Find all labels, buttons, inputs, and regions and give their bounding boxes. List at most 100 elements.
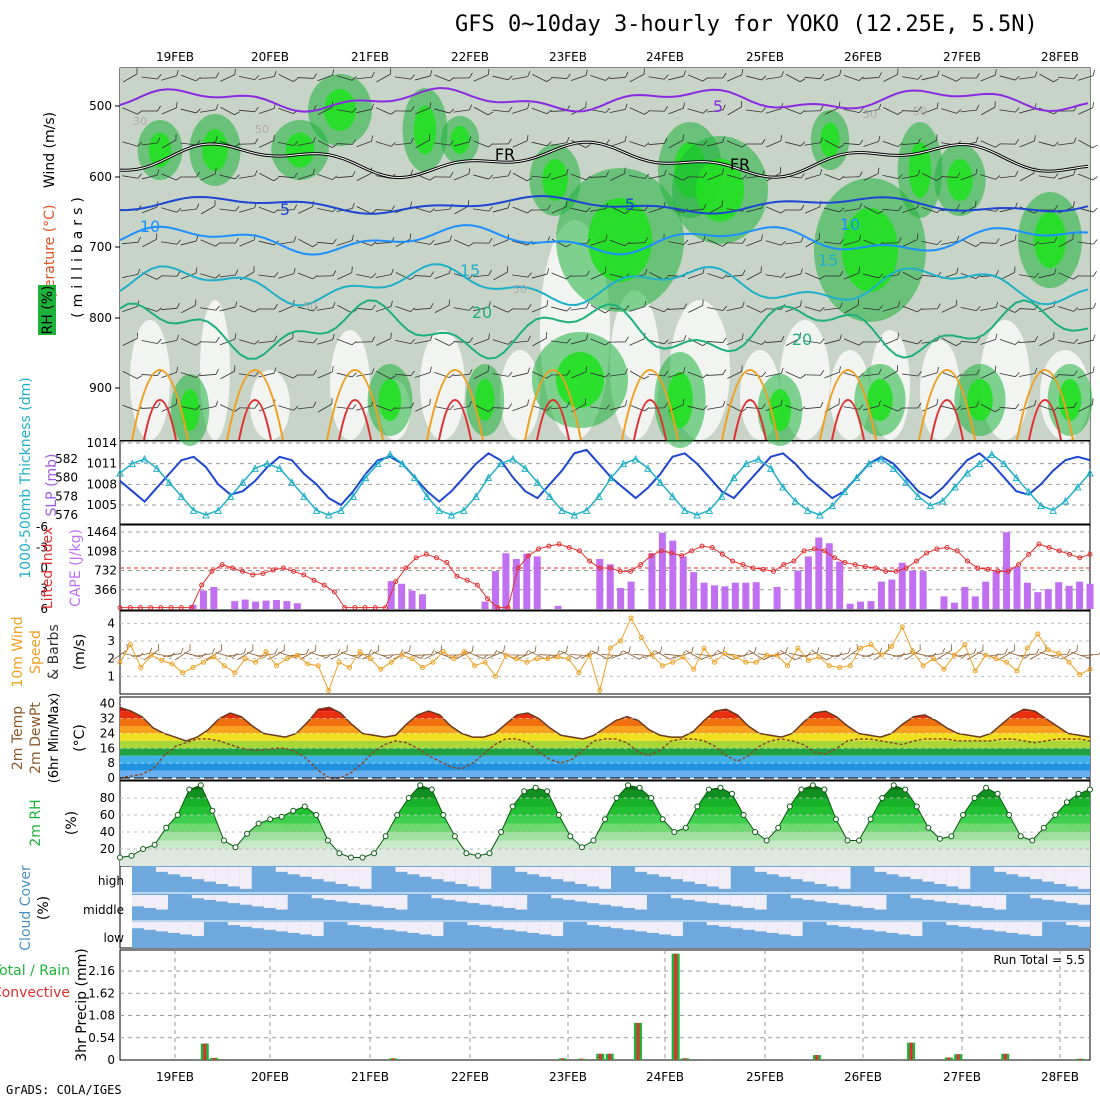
wind-barb xyxy=(726,301,745,312)
wind-barb xyxy=(785,236,804,245)
wind-barb xyxy=(336,171,356,178)
cloud-gap xyxy=(503,895,516,908)
cape-bar xyxy=(950,602,958,609)
saturated-region xyxy=(542,159,568,201)
ytick-label: 1008 xyxy=(86,477,117,491)
cloud-gap xyxy=(347,867,360,887)
cloud-gap xyxy=(263,922,276,930)
ytick-label: 20 xyxy=(100,842,115,856)
wind-speed-point xyxy=(878,652,884,658)
wind-barb xyxy=(609,368,629,377)
surface-wind-barb xyxy=(131,647,153,658)
dewpoint-line xyxy=(119,738,1091,779)
rh-point xyxy=(740,812,747,818)
wind-speed-point xyxy=(618,638,624,644)
rh-point xyxy=(902,786,909,793)
cape-bar xyxy=(711,585,719,609)
wind-barb xyxy=(376,370,396,380)
wind-barb xyxy=(551,137,570,146)
li-point xyxy=(1077,555,1083,561)
wind-barb xyxy=(882,141,903,147)
wind-barb xyxy=(181,299,197,314)
wind-barb xyxy=(785,371,806,379)
cloud-gap xyxy=(515,922,528,932)
wind-speed-point xyxy=(1045,647,1051,653)
cape-bar xyxy=(1086,583,1094,609)
rh-point xyxy=(879,795,886,801)
date-label-top: 19FEB xyxy=(156,50,194,64)
rh-point xyxy=(890,782,897,789)
cloud-gap xyxy=(646,867,659,875)
cloud-gap xyxy=(359,867,372,889)
cloud-gap xyxy=(407,922,420,933)
li-point xyxy=(1046,545,1052,550)
wind-barb xyxy=(765,240,786,246)
thickness-point xyxy=(1049,506,1057,514)
wind-barb xyxy=(745,403,766,409)
temp-band xyxy=(120,778,1090,785)
wind-barb xyxy=(238,138,259,145)
cape-bar xyxy=(241,599,249,609)
wind-barb xyxy=(376,332,392,346)
wind-barb xyxy=(531,268,550,279)
li-point xyxy=(750,565,756,571)
cloud-gap xyxy=(419,922,432,935)
wind-barb xyxy=(687,140,708,146)
cape-bar xyxy=(888,579,896,609)
wind-speed-line xyxy=(119,616,1091,693)
wind-barb xyxy=(355,304,376,311)
li-point xyxy=(485,596,491,602)
rh-point xyxy=(648,795,655,801)
rh-point xyxy=(983,784,990,791)
run-total-label: Run Total = 5.5 xyxy=(993,953,1085,967)
wind-speed-point xyxy=(962,642,968,648)
wind-barb xyxy=(707,239,728,247)
contour-label: 5 xyxy=(625,195,635,214)
contour-label: 50 xyxy=(513,283,527,296)
ytick-label: 0 xyxy=(107,771,115,785)
wind-speed-point xyxy=(1035,631,1041,637)
wind-barb xyxy=(531,172,552,179)
wind-barb xyxy=(122,173,142,179)
surface-wind-barb xyxy=(569,650,592,656)
thickness-point xyxy=(963,468,972,477)
rh-point xyxy=(278,813,285,820)
rh-point xyxy=(821,786,828,793)
rh-point xyxy=(832,816,839,823)
cloud-gap xyxy=(754,895,767,910)
cloud-gap xyxy=(287,922,300,933)
surface-wind-barb xyxy=(194,648,215,657)
wind-barb xyxy=(278,371,299,379)
wind-barb xyxy=(200,104,219,113)
wind-barb xyxy=(141,105,161,112)
wind-barb xyxy=(726,333,744,345)
wind-speed-point xyxy=(1056,650,1062,656)
rh-band xyxy=(120,789,1090,798)
thickness-point xyxy=(140,454,149,463)
rh-point xyxy=(1075,790,1082,797)
wind-barb xyxy=(843,235,862,246)
wind-barb xyxy=(394,402,415,409)
rh-point xyxy=(971,795,978,801)
li-point xyxy=(291,568,297,574)
convective-bar xyxy=(636,1022,640,1060)
wind-barb xyxy=(238,106,259,113)
wind-barb xyxy=(746,75,767,81)
wind-barb xyxy=(258,303,278,310)
wind-barb xyxy=(902,402,922,409)
contour-label: 15 xyxy=(818,251,838,270)
cloud-gap xyxy=(1006,867,1019,875)
cape-bar xyxy=(512,559,520,609)
cape-bar xyxy=(1023,582,1031,609)
thickness-point xyxy=(521,464,529,472)
cloud-gap xyxy=(862,922,875,930)
ylabel-wind10m-4: (m/s) xyxy=(72,634,88,671)
wind-barb xyxy=(1039,73,1059,83)
cape-bar xyxy=(1055,582,1063,609)
wind-barb xyxy=(824,302,843,311)
wind-barb xyxy=(220,404,240,412)
wind-barb xyxy=(570,173,591,181)
li-point xyxy=(934,546,940,552)
cloud-gap xyxy=(898,867,911,877)
wind-barb xyxy=(180,140,201,146)
